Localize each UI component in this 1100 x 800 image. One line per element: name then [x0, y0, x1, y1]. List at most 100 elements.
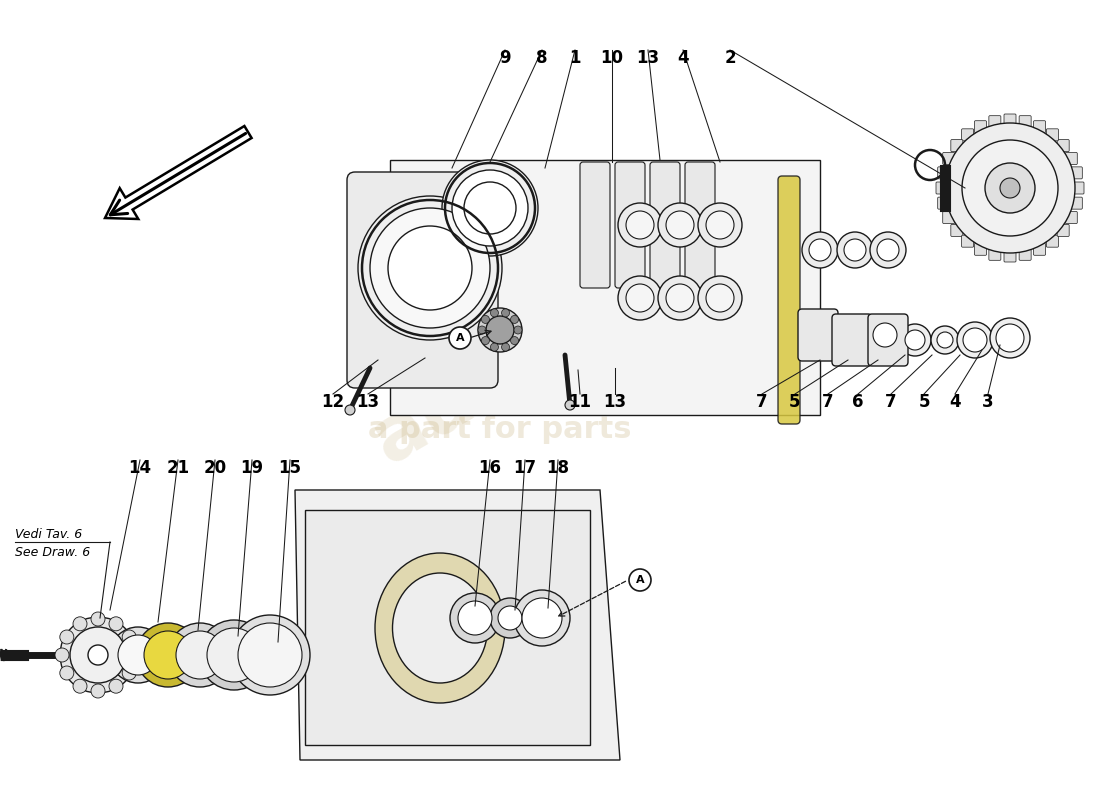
Circle shape	[618, 203, 662, 247]
Circle shape	[207, 628, 261, 682]
Text: 11: 11	[569, 393, 592, 411]
Circle shape	[464, 182, 516, 234]
Circle shape	[698, 203, 742, 247]
Circle shape	[59, 630, 74, 644]
Circle shape	[502, 343, 509, 351]
FancyBboxPatch shape	[989, 116, 1001, 128]
FancyBboxPatch shape	[975, 243, 987, 255]
Text: 12: 12	[321, 393, 344, 411]
Circle shape	[522, 598, 562, 638]
Circle shape	[358, 196, 502, 340]
FancyBboxPatch shape	[1004, 250, 1016, 262]
Text: 7: 7	[822, 393, 834, 411]
FancyBboxPatch shape	[1065, 153, 1077, 165]
Text: 21: 21	[166, 459, 189, 477]
Circle shape	[996, 324, 1024, 352]
Circle shape	[73, 617, 87, 631]
Text: 1: 1	[570, 49, 581, 67]
Circle shape	[502, 309, 509, 317]
FancyBboxPatch shape	[975, 121, 987, 133]
FancyBboxPatch shape	[936, 182, 948, 194]
Polygon shape	[390, 160, 820, 415]
FancyBboxPatch shape	[650, 162, 680, 288]
Circle shape	[706, 211, 734, 239]
FancyBboxPatch shape	[1034, 121, 1045, 133]
Circle shape	[176, 631, 224, 679]
Text: 13: 13	[637, 49, 660, 67]
FancyBboxPatch shape	[989, 248, 1001, 260]
FancyBboxPatch shape	[798, 309, 838, 361]
Circle shape	[55, 648, 69, 662]
Circle shape	[370, 208, 490, 328]
Circle shape	[442, 160, 538, 256]
Circle shape	[626, 211, 654, 239]
FancyBboxPatch shape	[950, 140, 962, 152]
Text: 20: 20	[204, 459, 227, 477]
Circle shape	[706, 284, 734, 312]
Circle shape	[658, 203, 702, 247]
FancyBboxPatch shape	[1019, 248, 1031, 260]
Circle shape	[802, 232, 838, 268]
Circle shape	[59, 666, 74, 680]
FancyBboxPatch shape	[961, 235, 974, 247]
FancyBboxPatch shape	[685, 162, 715, 288]
Ellipse shape	[375, 553, 505, 703]
FancyBboxPatch shape	[1072, 182, 1084, 194]
Circle shape	[230, 615, 310, 695]
Circle shape	[945, 123, 1075, 253]
FancyBboxPatch shape	[868, 314, 908, 366]
Circle shape	[118, 635, 158, 675]
Text: A: A	[636, 575, 645, 585]
Circle shape	[109, 679, 123, 693]
Circle shape	[698, 276, 742, 320]
Text: 4: 4	[678, 49, 689, 67]
Text: See Draw. 6: See Draw. 6	[15, 546, 90, 559]
Text: 4: 4	[949, 393, 960, 411]
Text: 14: 14	[129, 459, 152, 477]
Circle shape	[565, 400, 575, 410]
Circle shape	[510, 337, 518, 345]
Circle shape	[867, 317, 903, 353]
Circle shape	[486, 316, 514, 344]
Circle shape	[110, 627, 166, 683]
Text: 15: 15	[278, 459, 301, 477]
Text: 13: 13	[356, 393, 380, 411]
Circle shape	[626, 284, 654, 312]
Circle shape	[962, 328, 987, 352]
Text: autosparts: autosparts	[360, 182, 801, 478]
FancyBboxPatch shape	[832, 314, 872, 366]
Polygon shape	[305, 510, 590, 745]
FancyBboxPatch shape	[950, 224, 962, 236]
Text: 2: 2	[724, 49, 736, 67]
FancyBboxPatch shape	[1070, 167, 1082, 179]
FancyArrow shape	[104, 126, 252, 219]
Circle shape	[88, 645, 108, 665]
Circle shape	[73, 679, 87, 693]
Circle shape	[490, 598, 530, 638]
FancyBboxPatch shape	[580, 162, 611, 288]
Circle shape	[122, 630, 136, 644]
FancyBboxPatch shape	[961, 129, 974, 141]
Circle shape	[514, 326, 522, 334]
FancyBboxPatch shape	[1046, 235, 1058, 247]
Circle shape	[658, 276, 702, 320]
Circle shape	[618, 276, 662, 320]
Text: 18: 18	[547, 459, 570, 477]
Circle shape	[478, 326, 486, 334]
Circle shape	[109, 617, 123, 631]
Circle shape	[60, 617, 136, 693]
Text: 5: 5	[790, 393, 801, 411]
Circle shape	[510, 315, 518, 323]
FancyBboxPatch shape	[937, 197, 949, 209]
Circle shape	[126, 648, 141, 662]
Circle shape	[957, 322, 993, 358]
Text: 6: 6	[852, 393, 864, 411]
Circle shape	[345, 405, 355, 415]
FancyBboxPatch shape	[615, 162, 645, 288]
FancyBboxPatch shape	[1019, 116, 1031, 128]
Circle shape	[91, 612, 104, 626]
Circle shape	[962, 140, 1058, 236]
Circle shape	[873, 323, 896, 347]
Circle shape	[937, 332, 953, 348]
Circle shape	[491, 309, 498, 317]
